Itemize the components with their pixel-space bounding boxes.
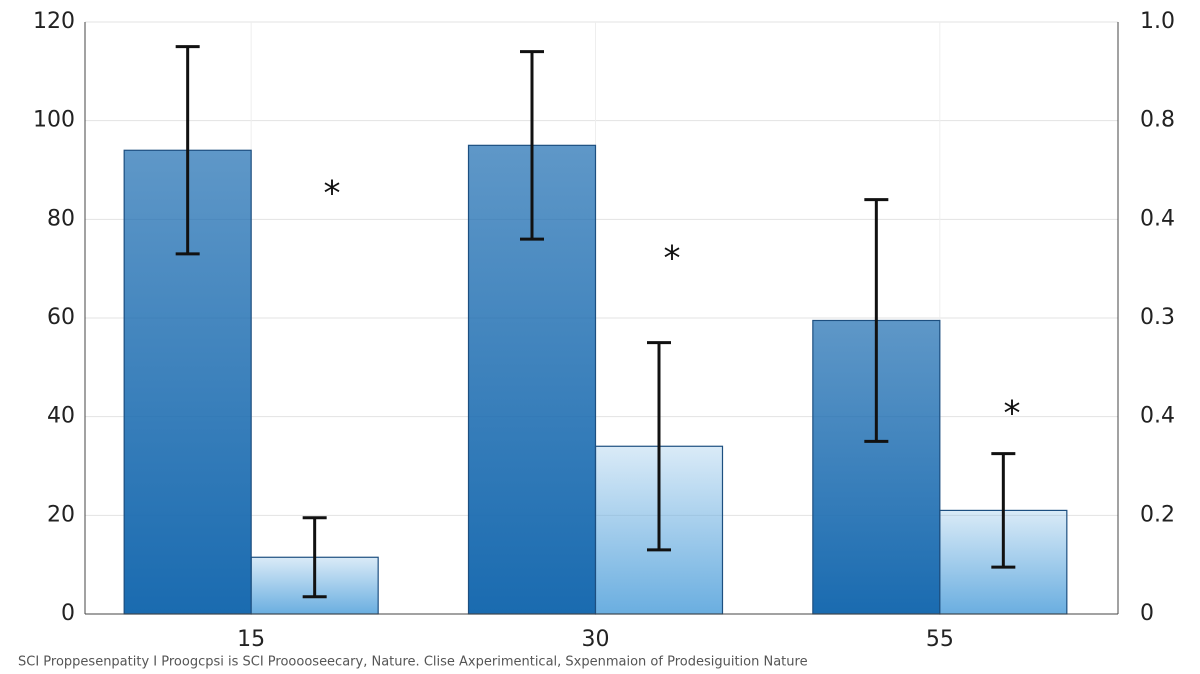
annotation: *	[1004, 394, 1021, 434]
y-tick-label: 120	[33, 9, 75, 34]
y2-tick-label: 0.3	[1140, 305, 1175, 330]
error-bar	[991, 452, 1016, 569]
y2-tick-label: 0.2	[1140, 502, 1175, 527]
error-bar	[302, 516, 327, 599]
error-bar	[175, 45, 200, 256]
y2-tick-label: 0.8	[1140, 108, 1175, 133]
y-tick-label: 60	[47, 305, 75, 330]
y2-tick-label: 0.4	[1140, 206, 1175, 231]
y-tick-label: 80	[47, 206, 75, 231]
y-tick-label: 0	[61, 601, 75, 626]
error-bar	[647, 341, 671, 552]
error-bar	[864, 198, 889, 443]
source-note: SCI Proppesenpatity I Proogcpsi is SCI P…	[18, 655, 808, 670]
error-bar	[520, 50, 544, 241]
y2-tick-label: 1.0	[1140, 9, 1175, 34]
annotation: *	[324, 174, 341, 214]
y-tick-label: 100	[33, 108, 75, 133]
annotation: *	[664, 239, 681, 279]
x-tick-label: 55	[926, 627, 954, 652]
y-tick-label: 40	[47, 404, 75, 429]
y2-tick-label: 0	[1140, 601, 1154, 626]
y2-tick-label: 0.4	[1140, 404, 1175, 429]
y-tick-label: 20	[47, 502, 75, 527]
x-tick-label: 30	[582, 627, 610, 652]
x-tick-label: 15	[237, 627, 265, 652]
